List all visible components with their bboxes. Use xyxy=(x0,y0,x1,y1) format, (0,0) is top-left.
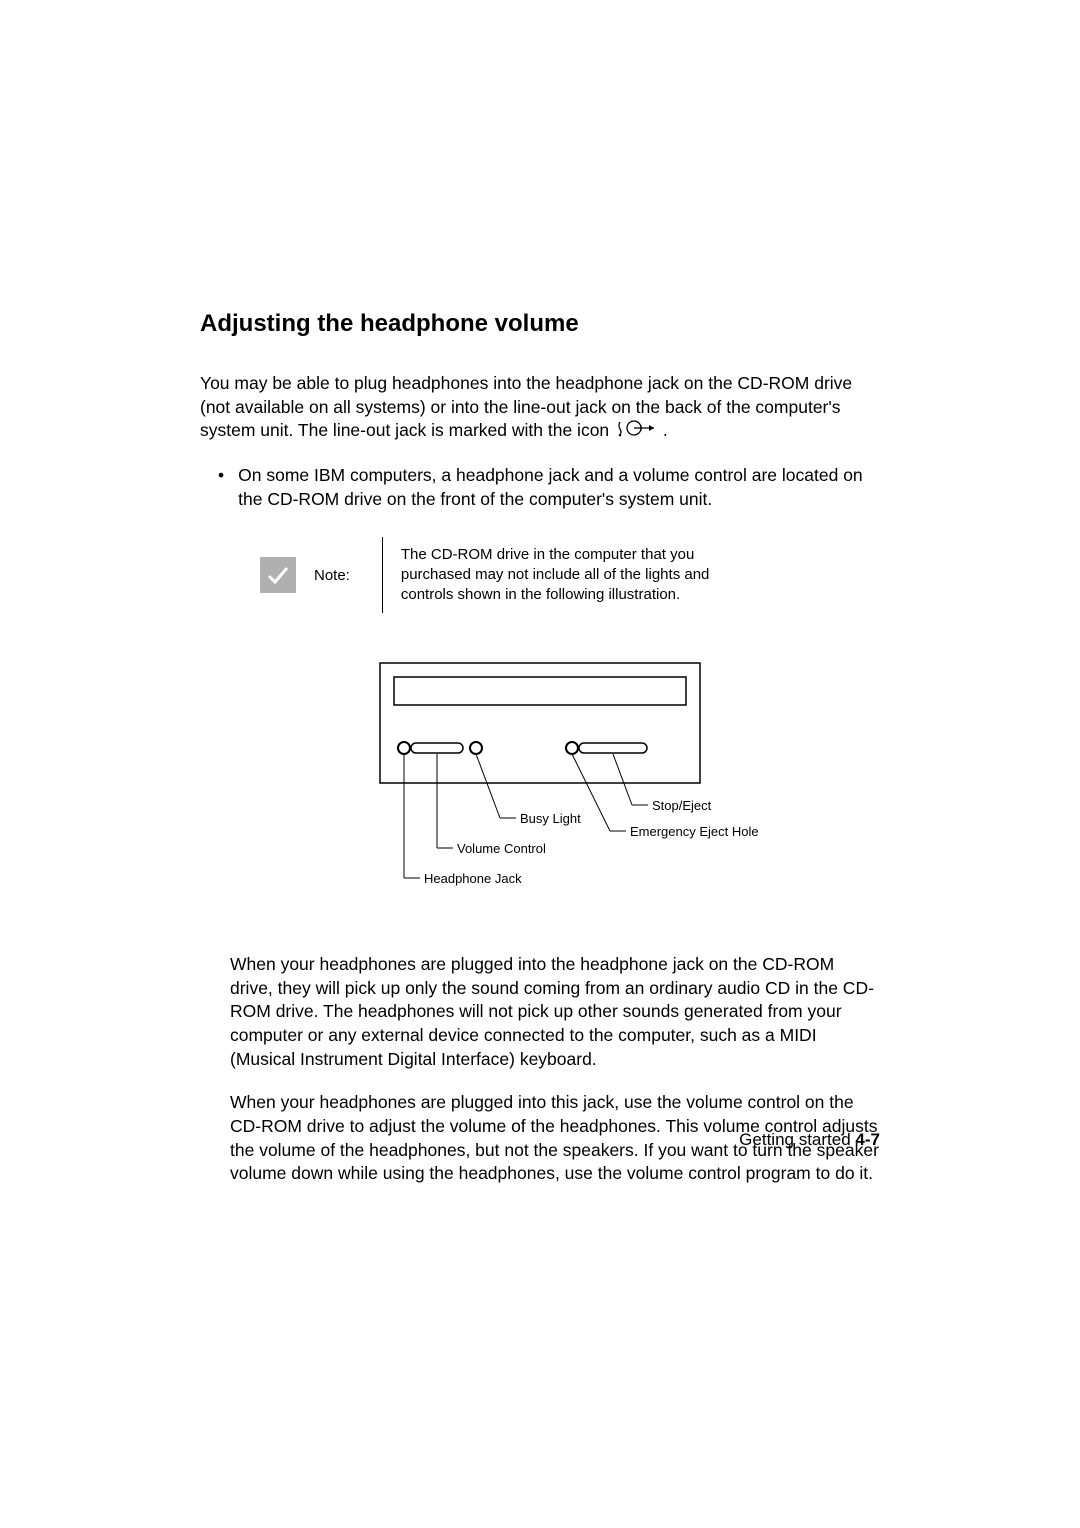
line-out-icon xyxy=(614,419,658,444)
footer-page: 4-7 xyxy=(855,1130,880,1149)
intro-paragraph: You may be able to plug headphones into … xyxy=(200,372,880,444)
note-divider xyxy=(382,537,383,613)
bullet-item: • On some IBM computers, a headphone jac… xyxy=(218,464,880,511)
label-volume-control: Volume Control xyxy=(457,841,546,856)
cdrom-diagram: Busy Light Volume Control Headphone Jack… xyxy=(300,653,780,923)
section-heading: Adjusting the headphone volume xyxy=(200,310,880,338)
note-text: The CD-ROM drive in the computer that yo… xyxy=(401,545,741,606)
note-block: Note: The CD-ROM drive in the computer t… xyxy=(260,537,880,613)
checkmark-icon xyxy=(260,557,296,593)
intro-text-2: . xyxy=(663,420,668,440)
note-label: Note: xyxy=(314,567,364,584)
label-busy-light: Busy Light xyxy=(520,811,581,826)
paragraph-2: When your headphones are plugged into th… xyxy=(200,953,880,1071)
intro-text-1: You may be able to plug headphones into … xyxy=(200,373,852,440)
label-emergency-eject: Emergency Eject Hole xyxy=(630,824,759,839)
bullet-dot: • xyxy=(218,464,224,511)
bullet-text: On some IBM computers, a headphone jack … xyxy=(238,464,880,511)
label-headphone-jack: Headphone Jack xyxy=(424,871,522,886)
label-stop-eject: Stop/Eject xyxy=(652,798,711,813)
document-page: Adjusting the headphone volume You may b… xyxy=(0,0,1080,1528)
footer-text: Getting started xyxy=(739,1130,851,1149)
page-footer: Getting started 4-7 xyxy=(739,1130,880,1150)
